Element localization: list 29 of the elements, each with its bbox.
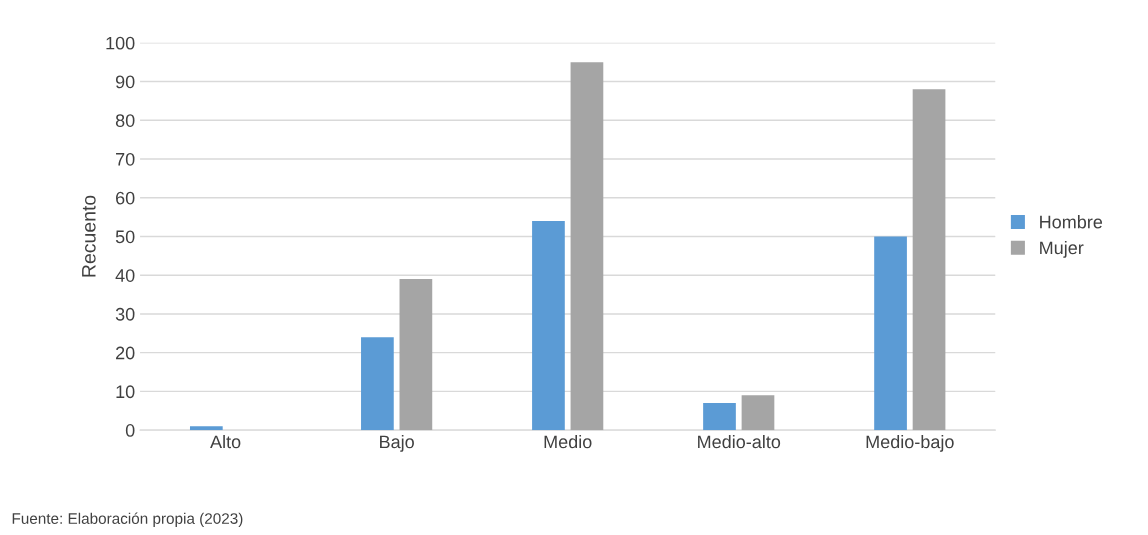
- bar: [703, 403, 736, 431]
- x-tick-label: Medio-alto: [698, 435, 781, 449]
- bar: [570, 62, 604, 431]
- x-tick-label: Alto: [210, 435, 241, 449]
- bar: [874, 236, 907, 431]
- y-tick-label: 0: [125, 424, 135, 437]
- legend-label: Mujer: [1040, 240, 1084, 258]
- x-tick-label: Bajo: [380, 435, 414, 452]
- bar: [361, 337, 394, 431]
- y-tick-label: 30: [115, 307, 135, 321]
- y-tick-label: 60: [116, 191, 135, 205]
- bar: [741, 395, 775, 431]
- y-tick-label: 80: [115, 114, 135, 127]
- source-note: Fuente: Elaboración propia (2023): [12, 512, 243, 527]
- y-tick-label: 40: [115, 269, 135, 282]
- bar: [399, 279, 433, 431]
- x-tick-label: Medio: [544, 435, 592, 449]
- bar: [912, 89, 946, 431]
- bar: [532, 220, 565, 431]
- y-tick-label: 50: [115, 230, 135, 244]
- y-axis-title: Recuento: [82, 195, 96, 277]
- y-tick-label: 10: [116, 385, 135, 399]
- y-tick-label: 70: [116, 152, 135, 166]
- x-tick-label: Medio-bajo: [866, 435, 954, 452]
- y-tick-label: 100: [106, 36, 135, 50]
- y-tick-label: 90: [115, 75, 135, 89]
- legend-label: Hombre: [1040, 215, 1103, 229]
- bar: [189, 426, 223, 431]
- y-tick-label: 20: [116, 346, 135, 360]
